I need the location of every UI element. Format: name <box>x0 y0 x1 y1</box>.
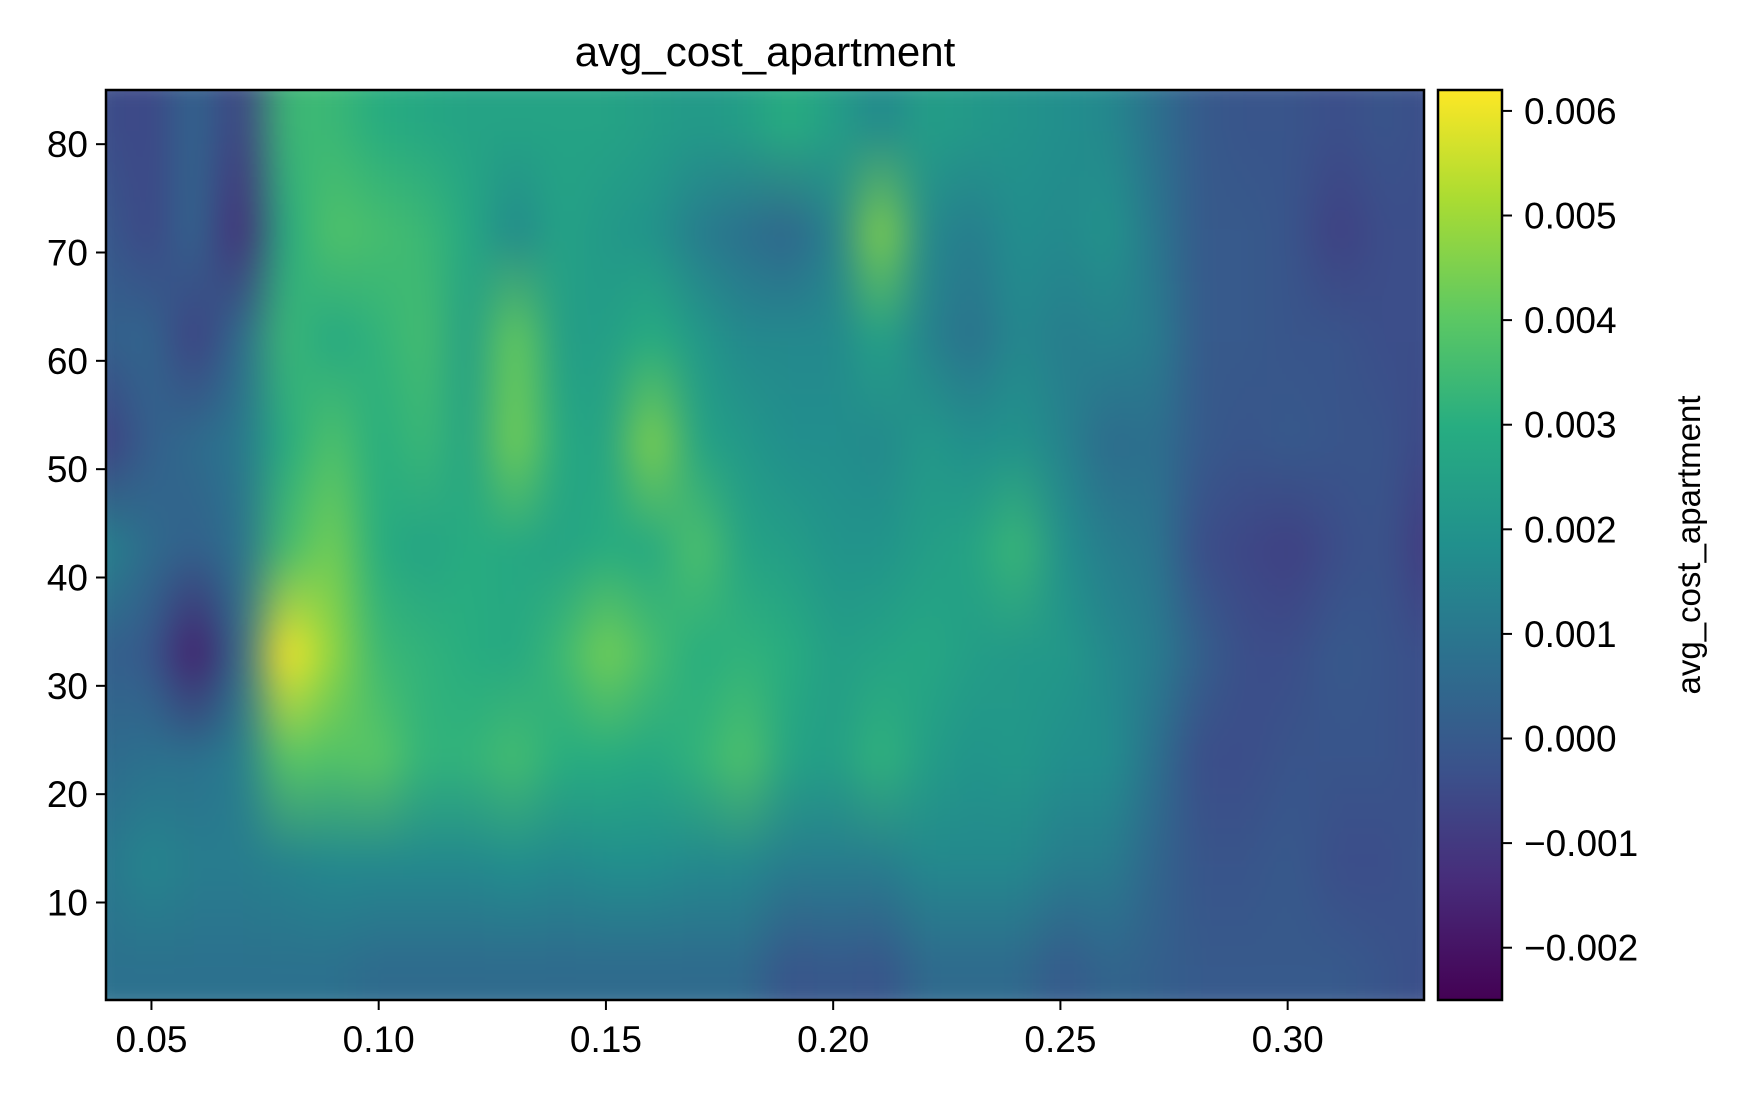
x-tick-label: 0.25 <box>1024 1019 1096 1060</box>
plot-frame <box>104 88 1426 1002</box>
colorbar-tick-label: 0.001 <box>1524 614 1617 655</box>
x-tick-label: 0.30 <box>1252 1019 1324 1060</box>
y-tick-label: 50 <box>47 449 88 490</box>
colorbar-tick-label: 0.000 <box>1524 719 1617 760</box>
colorbar-frame <box>1436 88 1504 1002</box>
colorbar-tick-label: −0.002 <box>1524 928 1638 969</box>
colorbar-tick-label: 0.005 <box>1524 196 1617 237</box>
plot-area <box>104 88 1426 1002</box>
x-tick-label: 0.10 <box>343 1019 415 1060</box>
x-tick-label: 0.05 <box>115 1019 187 1060</box>
y-tick-label: 20 <box>47 774 88 815</box>
colorbar-tick-label: 0.003 <box>1524 405 1617 446</box>
y-tick-label: 60 <box>47 341 88 382</box>
colorbar-label: avg_cost_apartment <box>1670 395 1707 694</box>
y-tick-label: 30 <box>47 666 88 707</box>
y-tick-label: 80 <box>47 124 88 165</box>
y-tick-label: 40 <box>47 558 88 599</box>
y-axis: 10 20 30 40 50 60 70 80 <box>47 124 106 924</box>
y-tick-label: 70 <box>47 233 88 274</box>
colorbar-tick-label: 0.002 <box>1524 509 1617 550</box>
colorbar-fill <box>1438 90 1502 1000</box>
x-tick-label: 0.20 <box>797 1019 869 1060</box>
colorbar-tick-label: 0.004 <box>1524 300 1617 341</box>
y-tick-label: 10 <box>47 883 88 924</box>
heatmap-image <box>106 90 1424 1000</box>
colorbar-tick-label: −0.001 <box>1524 823 1638 864</box>
colorbar-ticks: −0.002 −0.001 0.000 0.001 0.002 0.003 0.004 0.0… <box>1502 91 1638 969</box>
colorbar-tick-label: 0.006 <box>1524 91 1617 132</box>
heatmap-surface <box>106 90 1424 1000</box>
colorbar: −0.002 −0.001 0.000 0.001 0.002 0.003 0.004 0.0… <box>1436 88 1707 1002</box>
chart-title: avg_cost_apartment <box>575 28 956 75</box>
x-tick-label: 0.15 <box>570 1019 642 1060</box>
x-axis: 0.05 0.10 0.15 0.20 0.25 0.30 <box>115 1000 1324 1060</box>
